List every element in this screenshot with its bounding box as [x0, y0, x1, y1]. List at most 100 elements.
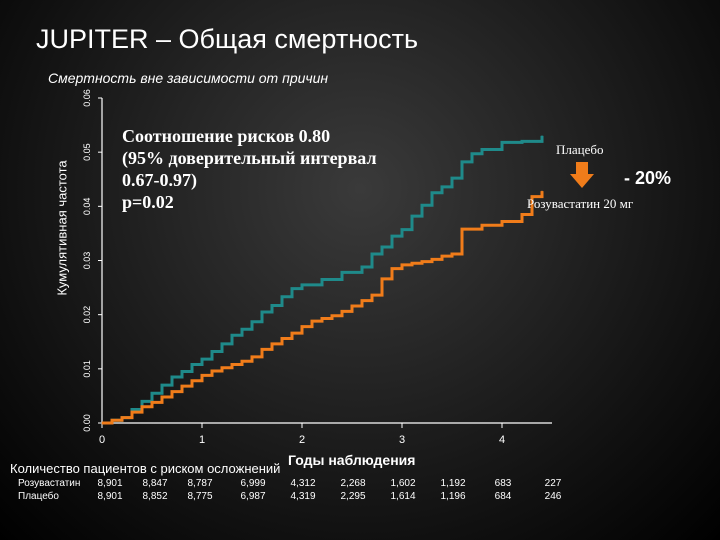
risk-count-cell: 8,847	[142, 478, 168, 489]
placebo-data-point	[501, 141, 503, 144]
placebo-data-point	[421, 204, 423, 206]
placebo-data-point	[261, 311, 263, 313]
y-tick-label: 0.00	[82, 414, 92, 432]
risk-count-cell: 8,852	[142, 491, 168, 502]
placebo-data-point	[341, 271, 343, 274]
placebo-data-point	[461, 161, 463, 163]
confidence-interval-values: 0.67-0.97)	[122, 170, 197, 190]
risk-table-row: Плацебо 8,901 8,852 8,775 6,987 4,319 2,295 1,6…	[0, 491, 720, 505]
placebo-data-point	[181, 370, 183, 373]
placebo-data-point	[411, 215, 413, 217]
rosuvastatin-data-point	[531, 195, 533, 198]
risk-count-cell: 6,987	[240, 491, 266, 502]
rosuvastatin-data-point	[501, 220, 503, 223]
rosuvastatin-series-label: Розувастатин 20 мг	[527, 196, 634, 211]
placebo-data-point	[241, 328, 243, 330]
risk-count-cell: 1,602	[390, 478, 416, 489]
placebo-data-point	[401, 229, 403, 231]
rosuvastatin-data-point	[171, 390, 173, 393]
rosuvastatin-data-point	[191, 380, 193, 382]
rosuvastatin-data-point	[101, 422, 103, 424]
rosuvastatin-data-point	[211, 370, 213, 372]
rosuvastatin-data-point	[141, 406, 143, 408]
risk-reduction-label: - 20%	[624, 168, 672, 188]
rosuvastatin-data-point	[221, 367, 223, 369]
risk-count-cell: 6,999	[240, 478, 266, 489]
placebo-data-point	[541, 135, 543, 137]
risk-count-cell: 1,196	[440, 491, 466, 502]
placebo-data-point	[361, 266, 363, 268]
placebo-data-point	[471, 153, 473, 155]
confidence-interval-line: (95% доверительный интервал	[122, 148, 377, 168]
risk-count-cell: 684	[494, 491, 512, 502]
rosuvastatin-data-point	[411, 262, 413, 264]
placebo-data-point	[281, 296, 283, 298]
placebo-data-point	[391, 235, 393, 237]
risk-count-cell: 8,787	[187, 478, 213, 489]
placebo-data-point	[171, 376, 173, 378]
slide-title: JUPITER – Общая смертность	[36, 24, 419, 54]
placebo-data-point	[521, 140, 523, 142]
rosuvastatin-data-point	[301, 325, 303, 328]
risk-count-cell: 227	[544, 478, 562, 489]
rosuvastatin-data-point	[431, 258, 433, 261]
rosuvastatin-data-point	[231, 363, 233, 366]
rosuvastatin-data-point	[521, 213, 523, 216]
rosuvastatin-data-point	[111, 419, 113, 421]
placebo-data-point	[251, 321, 253, 323]
down-arrow-icon	[570, 162, 594, 188]
risk-count-cell: 246	[544, 491, 562, 502]
y-tick-label: 0.04	[82, 198, 92, 216]
placebo-data-point	[141, 400, 143, 402]
placebo-data-point	[211, 350, 213, 353]
rosuvastatin-data-point	[321, 317, 323, 320]
rosuvastatin-data-point	[151, 401, 153, 404]
placebo-data-point	[291, 288, 293, 290]
rosuvastatin-data-point	[311, 320, 313, 322]
y-tick-label: 0.01	[82, 360, 92, 378]
rosuvastatin-data-point	[381, 278, 383, 280]
rosuvastatin-data-point	[401, 264, 403, 266]
placebo-data-point	[381, 246, 383, 248]
risk-count-cell: 8,901	[97, 478, 123, 489]
placebo-data-point	[161, 384, 163, 386]
placebo-data-point	[271, 304, 273, 307]
rosuvastatin-data-point	[271, 343, 273, 345]
placebo-series-label: Плацебо	[556, 142, 604, 157]
rosuvastatin-data-point	[371, 294, 373, 296]
x-tick-label: 3	[399, 434, 405, 446]
risk-row-label: Плацебо	[18, 491, 59, 502]
placebo-data-point	[481, 148, 483, 151]
placebo-data-point	[451, 177, 453, 179]
risk-table-title: Количество пациентов с риском осложнений	[10, 461, 281, 476]
rosuvastatin-data-point	[241, 360, 243, 362]
risk-count-cell: 1,614	[390, 491, 416, 502]
hazard-ratio-line: Соотношение рисков 0.80	[122, 126, 331, 146]
placebo-data-point	[201, 358, 203, 360]
rosuvastatin-data-point	[131, 411, 133, 413]
rosuvastatin-data-point	[451, 253, 453, 255]
risk-count-cell: 4,312	[290, 478, 316, 489]
placebo-data-point	[441, 186, 443, 188]
y-tick-label: 0.02	[82, 306, 92, 324]
y-tick-label: 0.06	[82, 89, 92, 107]
rosuvastatin-data-point	[281, 337, 283, 340]
risk-table-row: Розувастатин 8,901 8,847 8,787 6,999 4,312 2,2…	[0, 478, 720, 492]
rosuvastatin-data-point	[481, 224, 483, 226]
rosuvastatin-data-point	[461, 228, 463, 230]
x-tick-label: 1	[199, 434, 205, 446]
rosuvastatin-series-line	[102, 191, 544, 425]
placebo-data-point	[431, 192, 433, 194]
risk-row-label: Розувастатин	[18, 478, 81, 489]
hazard-ratio-annotation: Соотношение рисков 0.80 (95% доверительн…	[122, 125, 377, 213]
y-tick-label: 0.05	[82, 143, 92, 161]
rosuvastatin-data-point	[331, 315, 333, 317]
risk-count-cell: 1,192	[440, 478, 466, 489]
rosuvastatin-data-point	[341, 310, 343, 313]
slide-subtitle: Смертность вне зависимости от причин	[48, 70, 329, 86]
rosuvastatin-data-point	[161, 396, 163, 398]
placebo-data-point	[191, 363, 193, 366]
x-tick-label: 2	[299, 434, 305, 446]
